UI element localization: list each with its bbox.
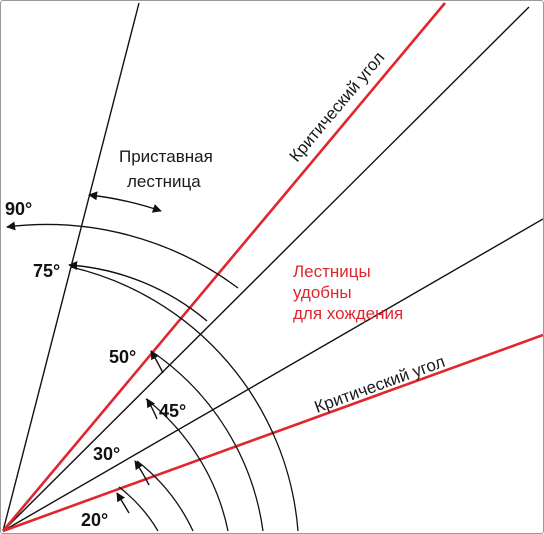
arc-45 [145,398,229,532]
angle-90-label: 90° [5,199,32,219]
angle-75-label: 75° [33,261,60,281]
arc-50 [150,350,264,532]
arrow-45 [146,398,158,420]
arrow-50 [150,350,164,374]
ladder-label-line1: Приставная [119,147,213,166]
arrow-75 [68,261,208,322]
comfortable-label-line1: Лестницы [293,262,371,281]
ladder-label-line2: лестница [127,172,201,191]
critical-angle-upper-label: Критический угол [286,48,389,165]
angle-30-label: 30° [93,444,120,464]
comfortable-label-line2: удобны [293,283,352,302]
critical-ray-50 [2,2,446,532]
arrow-30 [134,460,150,486]
angle-50-label: 50° [109,347,136,367]
arrow-ladder-upper [88,191,162,213]
angle-20-label: 20° [81,510,108,530]
comfortable-label-line3: для хождения [293,304,403,323]
arrow-20 [116,492,130,514]
ray-30 [2,218,543,532]
angle-arrows [6,191,239,514]
arrow-90-ladder [6,221,239,289]
arc-75 [70,266,299,532]
measurement-arcs [70,266,299,532]
critical-angle-lower-label: Критический угол [312,352,448,417]
ray-45 [2,6,530,532]
arc-20 [118,486,159,532]
angle-45-label: 45° [159,401,186,421]
